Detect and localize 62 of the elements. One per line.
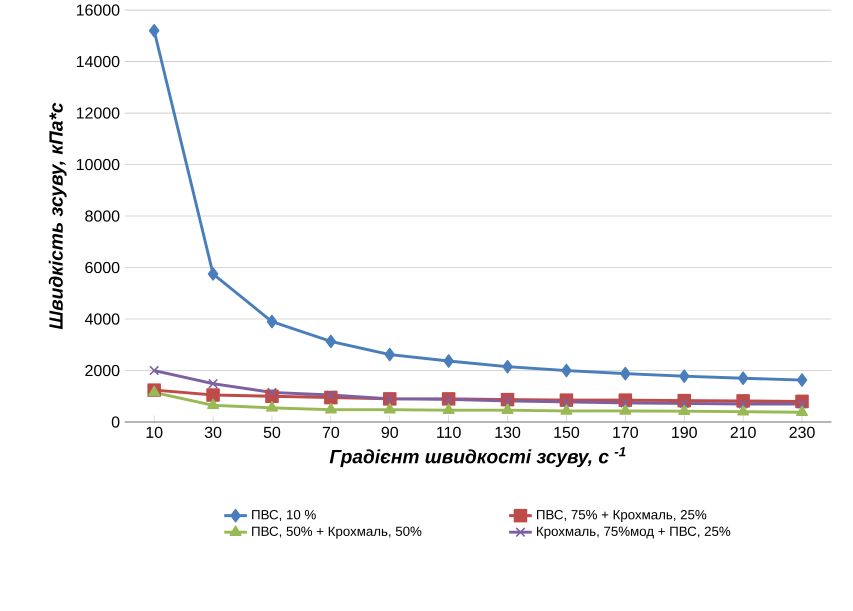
point	[324, 402, 337, 414]
y-tick-label: 6000	[85, 262, 120, 274]
point	[266, 401, 278, 412]
x-tick-label: 230	[790, 426, 815, 438]
x-tick-label: 150	[554, 426, 580, 438]
y-tick-label: 4000	[84, 313, 120, 325]
point	[207, 398, 220, 410]
point	[561, 396, 572, 407]
x-tick-label: 70	[322, 426, 340, 438]
y-tick-label: 2000	[85, 364, 120, 376]
point	[326, 390, 336, 400]
y-axis-title: Швидкість зсуву, кПа*с	[48, 102, 67, 330]
point	[679, 398, 690, 409]
point	[738, 371, 748, 386]
x-tick-label: 10	[146, 426, 162, 438]
point	[208, 267, 218, 281]
point	[502, 396, 513, 406]
legend-label: ПВС, 50% + Крохмаль, 50%	[252, 526, 422, 539]
y-tick-label: 8000	[85, 210, 120, 222]
point	[502, 403, 514, 414]
point	[502, 360, 513, 374]
point	[561, 364, 572, 378]
y-tick-label: 16000	[76, 4, 120, 16]
x-tick-label: 50	[264, 426, 280, 438]
y-tick-label: 14000	[76, 56, 120, 68]
y-tick-label: 10000	[76, 158, 120, 170]
y-tick-label: 12000	[76, 107, 120, 119]
point	[149, 365, 160, 376]
point	[208, 378, 218, 389]
legend-label: ПВС, 75% + Крохмаль, 25%	[536, 510, 706, 522]
x-tick-label: 90	[382, 426, 398, 438]
point	[148, 386, 160, 396]
point	[148, 24, 160, 38]
point	[796, 398, 808, 410]
point	[443, 354, 454, 368]
point	[737, 404, 750, 416]
point	[678, 369, 690, 383]
point	[620, 398, 630, 408]
legend-label: ПВС, 10 %	[252, 510, 316, 521]
x-tick-label: 190	[672, 426, 697, 438]
point	[266, 314, 278, 328]
point	[619, 404, 632, 415]
point	[620, 366, 631, 380]
point	[384, 348, 396, 362]
legend-label: Крохмаль, 75%мод + ПВС, 25%	[537, 526, 730, 539]
x-tick-label: 110	[437, 426, 461, 438]
point	[266, 387, 277, 398]
point	[442, 403, 455, 414]
point	[738, 398, 748, 410]
point	[206, 388, 220, 402]
point	[796, 373, 808, 387]
point	[796, 405, 808, 416]
point	[384, 402, 396, 414]
x-tick-label: 170	[613, 426, 638, 438]
y-tick-label: 0	[112, 416, 120, 428]
x-tick-label: 30	[204, 426, 222, 438]
x-tick-label: 130	[495, 426, 520, 438]
point	[678, 404, 690, 415]
x-tick-label: 210	[730, 426, 756, 438]
point	[326, 334, 336, 348]
x-axis-title: Градієнт швидкості зсуву, с $^{-1}$	[330, 447, 626, 468]
point	[560, 404, 572, 415]
